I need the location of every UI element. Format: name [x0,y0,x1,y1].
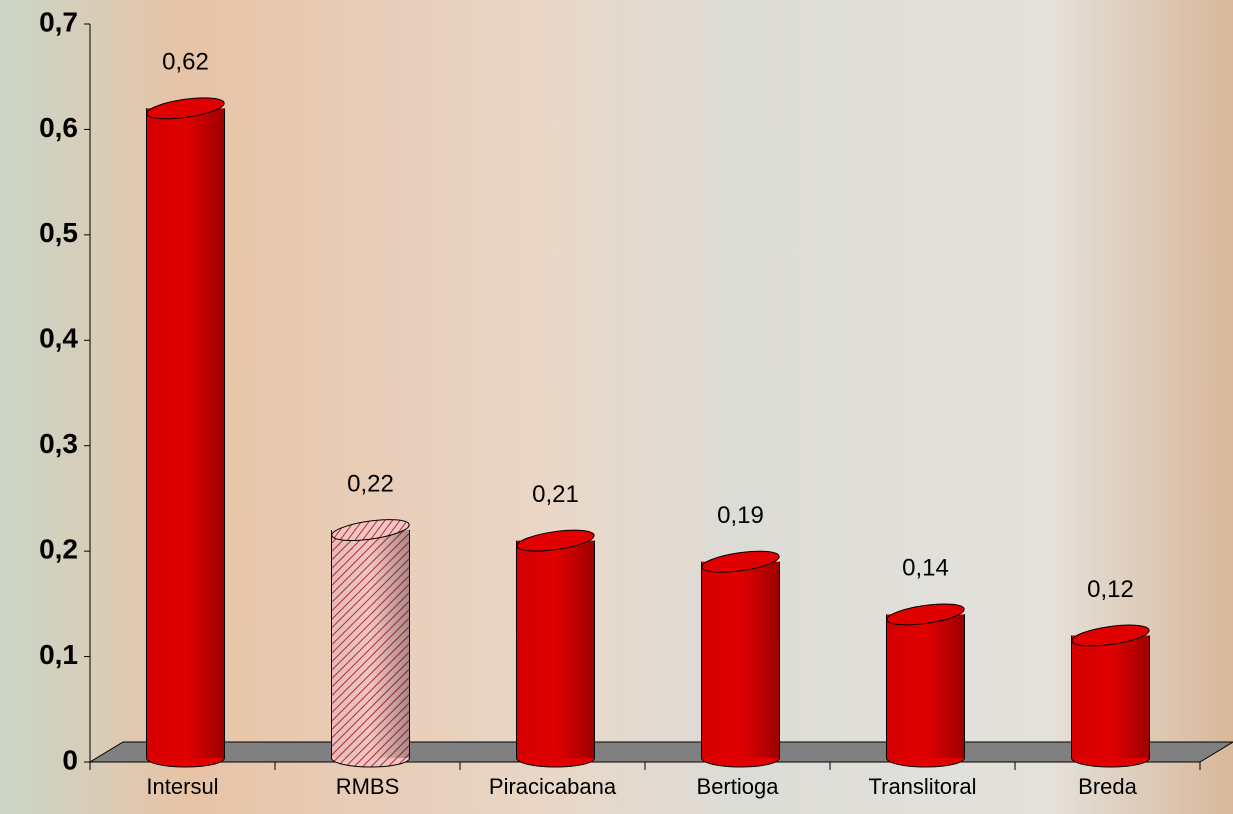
floor [88,741,1233,763]
value-label: 0,19 [717,502,764,529]
bar-shade [331,530,410,758]
bar-top [701,550,780,573]
bar-top [516,529,595,552]
value-label: 0,21 [532,481,579,508]
bar-shade [1071,635,1150,758]
y-tick-label: 0 [62,744,78,775]
bar-top [1071,624,1150,647]
x-tick-label: Intersul [146,774,218,799]
value-label: 0,12 [1087,576,1134,603]
x-tick-label: Bertioga [697,774,780,799]
y-tick-label: 0,1 [39,639,78,670]
y-tick-label: 0,2 [39,534,78,565]
x-tick-label: RMBS [336,774,400,799]
bar-shade [146,108,225,759]
x-tick-label: Breda [1078,774,1137,799]
value-label: 0,62 [162,49,209,76]
value-label: 0,14 [902,555,949,582]
y-tick-label: 0,5 [39,217,78,248]
y-tick-label: 0,7 [39,6,78,37]
y-tick-label: 0,4 [39,323,78,354]
bar-shade [886,614,965,758]
bar-top [886,603,965,626]
bar-shade [701,561,780,758]
y-tick-label: 0,3 [39,428,78,459]
x-tick-label: Translitoral [869,774,977,799]
x-tick-label: Piracicabana [489,774,617,799]
bar-shade [516,540,595,758]
value-label: 0,22 [347,470,394,497]
bar-top [146,97,225,120]
bar-top [331,519,410,541]
y-tick-label: 0,6 [39,112,78,143]
